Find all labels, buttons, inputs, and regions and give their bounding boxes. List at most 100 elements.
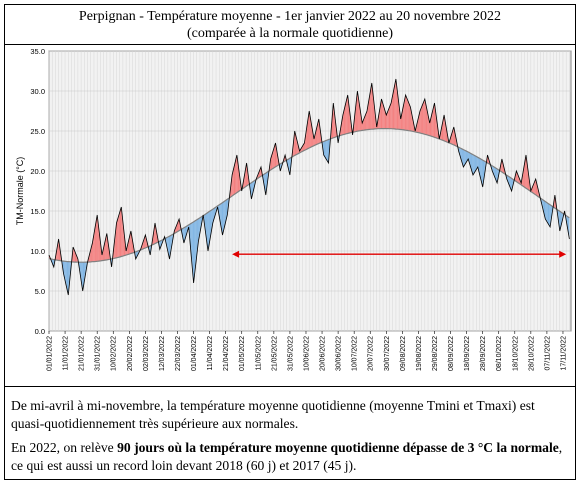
chart-title: Perpignan - Température moyenne - 1er ja… — [5, 5, 575, 45]
area-above-normal — [402, 107, 404, 130]
area-below-normal — [496, 168, 498, 183]
area-above-normal — [393, 87, 395, 129]
area-below-normal — [495, 167, 497, 181]
area-above-normal — [273, 145, 275, 168]
area-below-normal — [224, 200, 226, 225]
area-above-normal — [526, 155, 527, 189]
x-tick-label: 22/03/2022 — [175, 336, 182, 371]
area-above-normal — [431, 113, 433, 137]
area-above-normal — [369, 92, 371, 130]
area-above-normal — [96, 215, 98, 262]
x-tick-label: 12/03/2022 — [159, 336, 166, 371]
area-above-normal — [333, 103, 335, 138]
area-below-normal — [466, 151, 468, 162]
area-above-normal — [232, 168, 234, 196]
x-tick-label: 18/09/2022 — [464, 336, 471, 371]
area-below-normal — [223, 201, 225, 232]
x-tick-label: 09/08/2022 — [400, 336, 407, 371]
area-above-normal — [533, 183, 535, 194]
area-above-normal — [444, 115, 445, 142]
area-below-normal — [196, 219, 198, 256]
y-axis-label: TM-Normale (°C) — [15, 157, 25, 226]
area-below-normal — [191, 222, 193, 274]
area-above-normal — [534, 181, 535, 195]
area-above-normal — [363, 119, 364, 131]
area-below-normal — [547, 203, 549, 225]
area-above-normal — [379, 103, 381, 129]
area-above-normal — [419, 111, 421, 134]
area-above-normal — [233, 165, 235, 195]
chart-area: 0.0 5.0 10.0 15.0 20.0 25.0 30.0 35.0 01/01/2022… — [5, 45, 575, 387]
x-tick-label: 17/11/2022 — [560, 336, 567, 371]
area-above-normal — [236, 155, 238, 193]
area-above-normal — [118, 212, 120, 258]
x-tick-label: 20/02/2022 — [127, 336, 134, 371]
area-above-normal — [357, 91, 359, 132]
area-below-normal — [208, 211, 209, 251]
area-above-normal — [347, 95, 349, 134]
area-above-normal — [95, 219, 97, 262]
area-below-normal — [193, 221, 195, 283]
area-below-normal — [510, 177, 512, 191]
y-tick-label: 35.0 — [30, 47, 45, 56]
area-above-normal — [93, 233, 94, 262]
area-above-normal — [122, 214, 123, 257]
area-below-normal — [481, 159, 482, 184]
area-below-normal — [194, 220, 196, 277]
area-above-normal — [421, 105, 423, 134]
y-tick-label: 30.0 — [30, 87, 45, 96]
x-tick-label: 19/08/2022 — [416, 336, 423, 371]
y-tick-label: 20.0 — [30, 167, 45, 176]
area-below-normal — [465, 150, 467, 163]
area-above-normal — [383, 104, 384, 129]
area-below-normal — [464, 150, 466, 165]
area-below-normal — [481, 159, 483, 187]
area-above-normal — [383, 107, 385, 129]
chart-title-line1: Perpignan - Température moyenne - 1er ja… — [78, 9, 502, 24]
area-above-normal — [345, 101, 347, 135]
x-tick-label: 11/01/2022 — [63, 336, 70, 371]
area-above-normal — [178, 219, 180, 232]
area-above-normal — [344, 105, 346, 135]
x-tick-label: 01/05/2022 — [239, 336, 246, 371]
area-below-normal — [549, 204, 551, 227]
area-below-normal — [198, 218, 200, 242]
area-above-normal — [358, 96, 359, 132]
area-above-normal — [363, 117, 365, 131]
area-below-normal — [463, 149, 465, 167]
area-below-normal — [206, 212, 208, 245]
area-above-normal — [358, 101, 360, 131]
x-tick-label: 29/08/2022 — [432, 336, 439, 371]
area-above-normal — [117, 217, 119, 258]
figure-frame: Perpignan - Température moyenne - 1er ja… — [4, 4, 576, 480]
area-below-normal — [477, 156, 478, 169]
area-below-normal — [207, 212, 209, 251]
series-lines — [48, 78, 570, 296]
area-above-normal — [177, 221, 179, 232]
area-below-normal — [545, 201, 547, 221]
area-above-normal — [390, 103, 392, 129]
area-above-normal — [391, 99, 392, 129]
area-below-normal — [209, 210, 211, 242]
area-above-normal — [395, 79, 397, 130]
x-tick-label: 10/06/2022 — [303, 336, 310, 371]
arrow-head-right — [559, 250, 567, 258]
area-below-normal — [462, 149, 464, 167]
grid-lines — [48, 50, 571, 332]
area-above-normal — [236, 155, 237, 194]
area-below-normal — [327, 139, 329, 163]
area-below-normal — [212, 208, 214, 223]
area-below-normal — [289, 158, 290, 175]
area-below-normal — [225, 199, 227, 222]
area-below-normal — [195, 219, 197, 263]
area-above-normal — [116, 220, 118, 258]
area-above-normal — [121, 207, 123, 257]
area-below-normal — [467, 151, 469, 161]
area-above-normal — [367, 101, 369, 130]
area-above-normal — [371, 83, 372, 130]
area-below-normal — [65, 261, 66, 285]
area-above-normal — [73, 247, 74, 263]
area-above-normal — [403, 99, 405, 131]
y-tick-label: 0.0 — [35, 327, 45, 336]
area-above-normal — [232, 171, 233, 196]
